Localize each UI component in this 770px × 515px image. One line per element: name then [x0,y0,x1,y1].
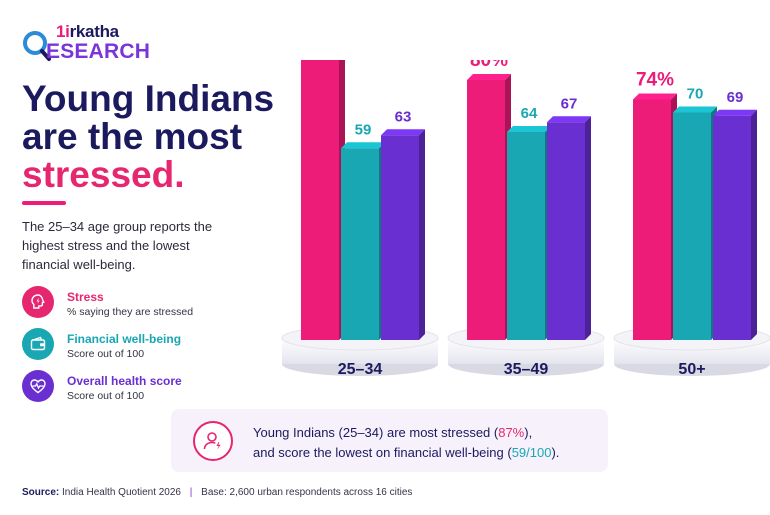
bar [301,60,339,340]
bar-top [673,106,717,113]
x-tick-label: 50+ [678,361,705,378]
bar [467,80,505,340]
person-stress-icon [193,421,233,461]
bar [381,135,419,340]
bar [341,148,379,340]
headline-line-1: Young Indians [22,78,275,119]
bar-top [713,109,757,116]
data-label: 69 [727,89,744,106]
callout-text: Young Indians (25–34) are most stressed … [253,425,560,460]
bar [633,99,671,340]
bar-top [633,93,677,100]
callout-financial-value: 59/100 [511,445,552,460]
brain-lightning-icon [22,286,54,318]
bar-side [419,129,425,340]
legend-title-financial: Financial well-being [67,332,182,346]
x-tick-label: 25–34 [338,361,383,378]
brand-logo: 1irkatha ESEARCH [22,22,152,66]
bar-top [381,129,425,136]
bar-side [585,116,591,340]
source-text: India Health Quotient 2026 [62,487,181,498]
x-tick-label: 35–49 [504,361,549,378]
legend-item-financial: Financial well-being Score out of 100 [22,328,222,362]
legend-subtitle-health: Score out of 100 [67,390,145,402]
magnifier-icon [23,31,51,61]
brand-research: ESEARCH [46,40,151,63]
base-text: Base: 2,600 urban respondents across 16 … [201,487,413,498]
data-label: 59 [355,121,372,138]
source-footer: Source: India Health Quotient 2026 | Bas… [22,487,412,498]
bar [713,115,751,340]
bar-side [751,109,757,340]
description: The 25–34 age group reports the highest … [22,219,213,272]
page-title: Young Indians are the most stressed. [22,80,282,194]
bar [547,122,585,340]
bar-top [467,74,511,80]
headline-line-3: stressed. [22,154,185,195]
footer-separator: | [189,487,193,498]
callout-box: Young Indians (25–34) are most stressed … [171,409,608,472]
wallet-icon [22,328,54,360]
data-label: 80% [470,60,508,71]
data-label: 67 [561,95,578,112]
data-label: 70 [687,86,704,103]
data-label: 64 [521,105,538,122]
bar-top [547,116,591,123]
bar-top [341,142,385,149]
headline-line-2: are the most [22,116,243,157]
bar [507,132,545,340]
data-label: 63 [395,108,412,125]
legend-title-health: Overall health score [67,374,182,388]
legend-subtitle-stress: % saying they are stressed [67,306,194,318]
bar [673,112,711,340]
heart-pulse-icon [22,370,54,402]
brand-name: 1irkatha [56,22,119,41]
data-label: 74% [636,70,674,91]
legend-title-stress: Stress [67,290,104,304]
legend-item-health: Overall health score Score out of 100 [22,370,222,404]
legend-item-stress: Stress % saying they are stressed [22,286,222,320]
source-label: Source: [22,487,60,498]
callout-stress-value: 87% [498,425,525,440]
legend-subtitle-financial: Score out of 100 [67,348,145,360]
title-underline [22,201,66,205]
bar-top [507,126,551,132]
